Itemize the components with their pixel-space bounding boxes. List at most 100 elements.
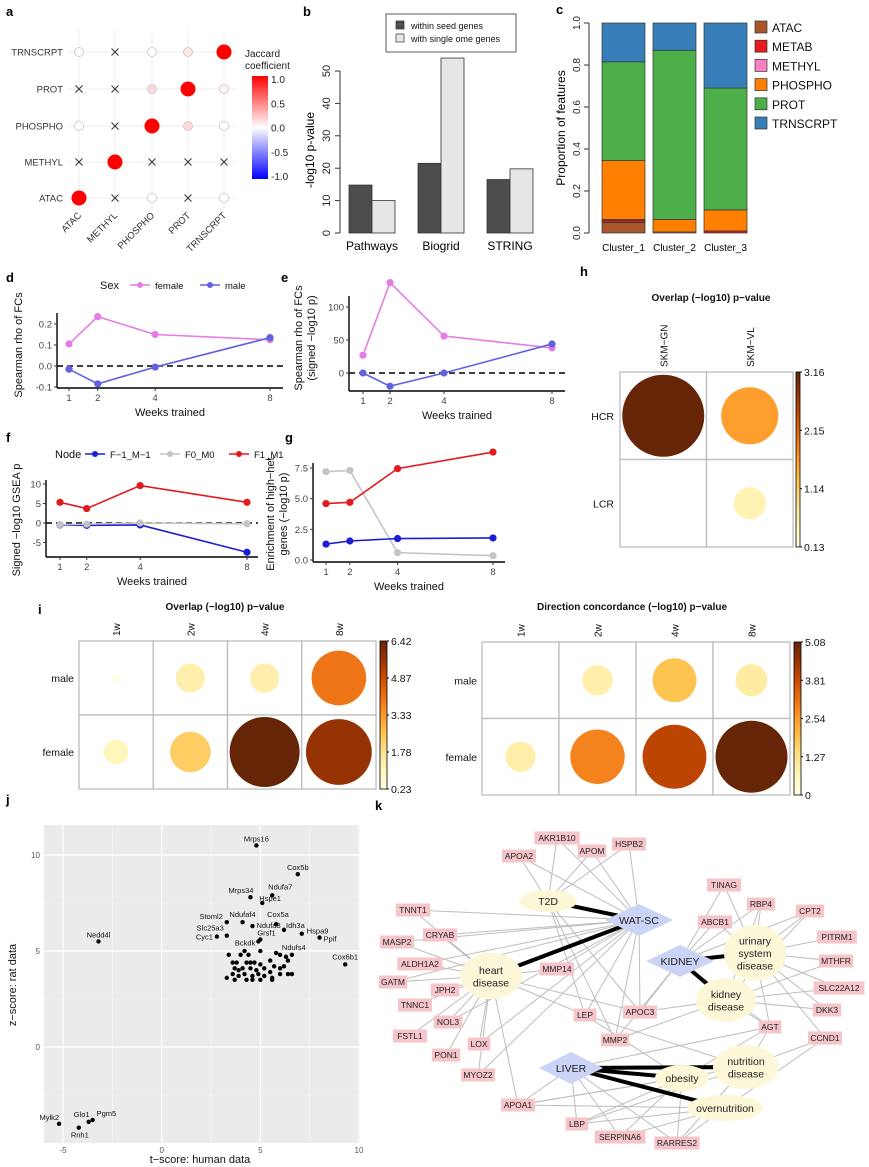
scatter-point [230,971,235,977]
gene-box [398,998,432,1012]
point-label: Grsf1 [257,928,275,937]
network-node-tissue[interactable]: LIVER [539,1052,603,1084]
scatter-point [224,933,229,938]
network-node-gene[interactable]: CRYAB [423,928,457,942]
gene-box [573,1008,597,1022]
y-tick-label: -5 [33,538,41,549]
scatter-point [236,973,241,979]
col-label: METHYL [85,210,120,245]
network-node-gene[interactable]: APOA1 [501,1098,535,1112]
network-node-gene[interactable]: ABCB1 [698,915,732,929]
scatter-point [258,948,263,954]
gene-label: AKR1B10 [538,833,576,843]
network-node-disease[interactable]: T2D [519,890,577,912]
legend-swatch [754,116,768,130]
panel-label: h [580,264,588,279]
network-node-gene[interactable]: NOL3 [433,1015,463,1029]
network-node-gene[interactable]: SLC22A12 [813,981,865,995]
network-node-gene[interactable]: JPH2 [430,983,460,997]
disease-label: disease [708,1001,744,1013]
y-tick-label: 5.0 [295,494,308,505]
value-bubble [715,720,788,793]
disease-label: nutrition [727,1056,765,1068]
missing-cross-mark [184,158,192,166]
scatter-point [283,954,289,959]
scatter-point [271,964,277,969]
network-node-gene[interactable]: ALDH1A2 [397,957,443,971]
network-node-gene[interactable]: MASP2 [380,935,414,949]
network-node-gene[interactable]: FSTL1 [393,1029,427,1043]
point-label: Glo1 [74,1110,90,1119]
colorbar-tick-label: 1.78 [391,747,412,759]
scatter-point [262,966,267,971]
y-tick-label: 10 [321,194,333,206]
network-node-gene[interactable]: TNNC1 [398,998,432,1012]
x-tick-label: 1 [57,562,62,573]
network-edge [547,900,586,1016]
bar [440,57,465,234]
network-node-gene[interactable]: APOC3 [623,1005,657,1019]
gene-label: PITRM1 [821,932,852,942]
network-node-gene[interactable]: LEP [573,1008,597,1022]
network-node-gene[interactable]: TINAG [707,878,741,892]
category-label: Biogrid [422,239,459,253]
y-tick-label: 50 [321,65,333,77]
network-node-gene[interactable]: GATM [378,975,408,989]
legend-swatch [754,97,768,111]
jaccard-point [147,193,157,203]
network-node-gene[interactable]: APOA2 [502,849,536,863]
network-node-gene[interactable]: MYOZ2 [461,1068,495,1082]
x-tick-label: 4 [441,396,446,407]
network-node-tissue[interactable]: KIDNEY [646,945,714,977]
network-node-disease[interactable]: overnutrition [687,1095,763,1121]
network-node-gene[interactable]: AGT [758,1020,782,1034]
network-node-gene[interactable]: SERPINA6 [594,1130,646,1144]
tissue-diamond [646,945,714,977]
network-node-gene[interactable]: LBP [565,1117,589,1131]
disease-label: urinary [739,936,772,948]
network-node-gene[interactable]: MTHFR [819,954,853,968]
series-point [65,340,73,348]
col-label: 4w [261,622,272,636]
value-bubble [642,724,707,789]
network-node-gene[interactable]: PITRM1 [817,930,857,944]
network-node-gene[interactable]: APOM [577,844,607,858]
gene-label: APOC3 [626,1007,655,1017]
network-node-gene[interactable]: LOX [467,1037,491,1051]
network-node-gene[interactable]: RBP4 [746,897,776,911]
network-node-gene[interactable]: HSPB2 [612,837,646,851]
network-node-gene[interactable]: CPT2 [795,904,825,918]
network-node-disease[interactable]: obesity [655,1065,709,1091]
stacked-bar-segment [652,22,697,51]
y-tick-label: 0 [321,230,333,236]
gene-box [467,1037,491,1051]
network-node-gene[interactable]: MMP2 [600,1033,630,1047]
gene-box [431,1048,461,1062]
scatter-point [273,950,279,956]
network-edge [570,1026,771,1069]
scatter-point [86,1119,91,1125]
network-node-gene[interactable]: PON1 [431,1048,461,1062]
stacked-bar-chart-c: 0.0 0.2 0.4 0.6 0.8 1.0 Cluster_1 Cluster_2 Clus… [554,16,838,254]
gene-box [540,962,574,976]
x-tick-label: 4 [395,567,400,578]
network-node-gene[interactable]: RARRES2 [654,1136,700,1150]
network-node-gene[interactable]: MMP14 [540,962,574,976]
point-label: Ppif [324,935,338,944]
y-axis-label: Signed −log10 GSEA p [11,464,23,577]
network-node-gene[interactable]: AKR1B10 [534,831,580,845]
network-node-tissue[interactable]: WAT-SC [605,904,673,936]
network-node-gene[interactable]: CCND1 [808,1031,842,1045]
col-label: 8w [335,622,346,636]
colorbar-tick-label: 4.87 [391,673,412,685]
colorbar-tick-label: -0.5 [271,148,289,159]
legend-label: F1_M1 [254,450,284,461]
network-node-gene[interactable]: TNNT1 [396,903,430,917]
x-tick-label: -5 [59,1146,67,1155]
series-point [266,334,274,342]
network-node-gene[interactable]: DKK3 [812,1003,842,1017]
